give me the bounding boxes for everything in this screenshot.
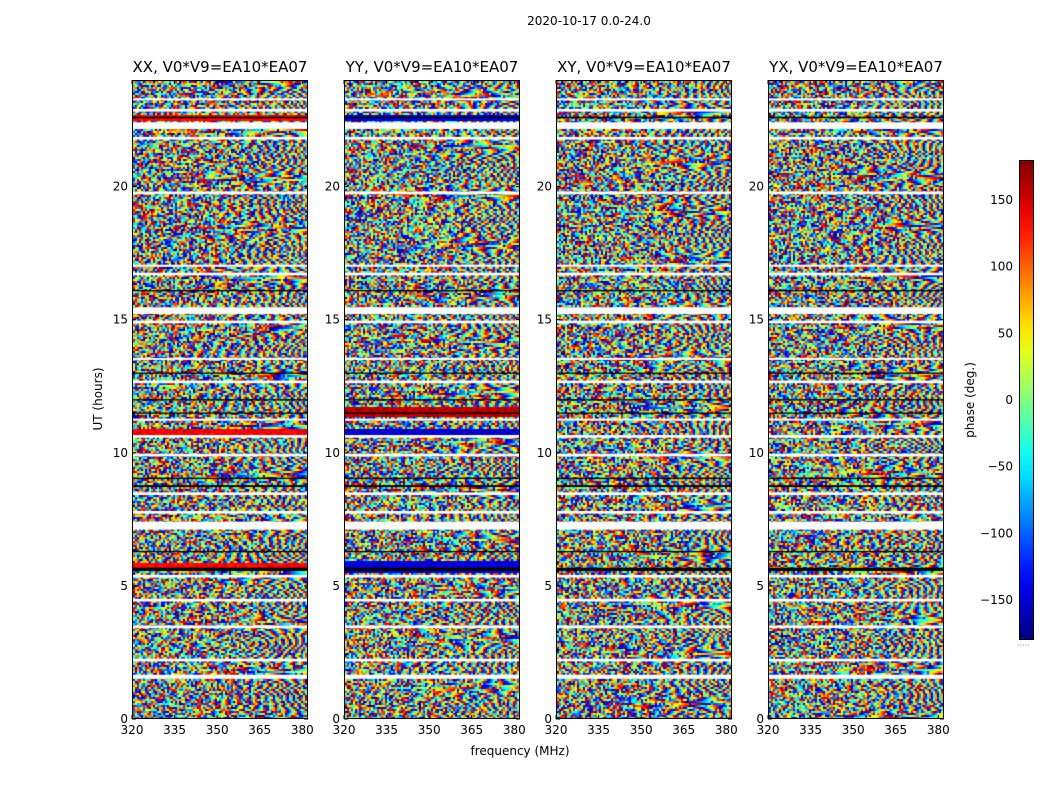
y-tick-label: 15 <box>749 313 764 327</box>
x-tick-label: 335 <box>163 723 186 737</box>
panel-title-yy: YY, V0*V9=EA10*EA07 <box>345 58 519 76</box>
x-tick-label: 335 <box>799 723 822 737</box>
x-tick-label: 380 <box>927 723 950 737</box>
x-tick-label: 380 <box>503 723 526 737</box>
x-tick-label: 350 <box>842 723 865 737</box>
y-tick-label: 10 <box>749 446 764 460</box>
heatmap-canvas-xy <box>557 81 731 718</box>
panel-title-yx: YX, V0*V9=EA10*EA07 <box>769 58 943 76</box>
x-tick-label: 335 <box>587 723 610 737</box>
x-axis-label: frequency (MHz) <box>470 744 570 758</box>
y-tick-label: 0 <box>332 712 340 726</box>
x-tick-label: 380 <box>291 723 314 737</box>
figure-suptitle: 2020-10-17 0.0-24.0 <box>527 14 651 28</box>
colorbar-tick-label: −100 <box>980 526 1013 540</box>
x-tick-label: 320 <box>757 723 780 737</box>
heatmap-canvas-xx <box>133 81 307 718</box>
x-tick-label: 365 <box>248 723 271 737</box>
x-tick-label: 320 <box>333 723 356 737</box>
x-tick-label: 365 <box>460 723 483 737</box>
y-tick-label: 20 <box>749 180 764 194</box>
heatmap-panel-xx <box>132 80 308 719</box>
colorbar-tick-label: 100 <box>990 260 1013 274</box>
x-tick-label: 350 <box>630 723 653 737</box>
x-tick-label: 365 <box>672 723 695 737</box>
heatmap-panel-xy <box>556 80 732 719</box>
panel-title-xx: XX, V0*V9=EA10*EA07 <box>132 58 308 76</box>
colorbar-tick-label: 0 <box>1005 393 1013 407</box>
x-tick-label: 320 <box>121 723 144 737</box>
colorbar-label: phase (deg.) <box>963 362 977 438</box>
colorbar-extend-marker: ····· <box>1017 641 1030 650</box>
y-tick-label: 15 <box>325 313 340 327</box>
x-tick-label: 335 <box>375 723 398 737</box>
colorbar-tick-label: −50 <box>988 460 1013 474</box>
y-tick-label: 10 <box>113 446 128 460</box>
x-tick-label: 350 <box>418 723 441 737</box>
y-tick-label: 5 <box>332 579 340 593</box>
y-tick-label: 0 <box>120 712 128 726</box>
heatmap-panel-yy <box>344 80 520 719</box>
y-axis-label: UT (hours) <box>91 367 105 431</box>
colorbar <box>1019 160 1034 640</box>
y-tick-label: 20 <box>537 180 552 194</box>
y-tick-label: 15 <box>537 313 552 327</box>
heatmap-canvas-yy <box>345 81 519 718</box>
x-tick-label: 365 <box>884 723 907 737</box>
y-tick-label: 0 <box>756 712 764 726</box>
x-tick-label: 350 <box>206 723 229 737</box>
y-tick-label: 5 <box>544 579 552 593</box>
heatmap-canvas-yx <box>769 81 943 718</box>
y-tick-label: 10 <box>537 446 552 460</box>
colorbar-tick-label: 50 <box>998 326 1013 340</box>
y-tick-label: 20 <box>325 180 340 194</box>
y-tick-label: 0 <box>544 712 552 726</box>
heatmap-panel-yx <box>768 80 944 719</box>
colorbar-tick-label: −150 <box>980 593 1013 607</box>
y-tick-label: 20 <box>113 180 128 194</box>
x-tick-label: 320 <box>545 723 568 737</box>
y-tick-label: 10 <box>325 446 340 460</box>
y-tick-label: 5 <box>756 579 764 593</box>
panel-title-xy: XY, V0*V9=EA10*EA07 <box>557 58 731 76</box>
y-tick-label: 15 <box>113 313 128 327</box>
x-tick-label: 380 <box>715 723 738 737</box>
colorbar-tick-label: 150 <box>990 193 1013 207</box>
y-tick-label: 5 <box>120 579 128 593</box>
